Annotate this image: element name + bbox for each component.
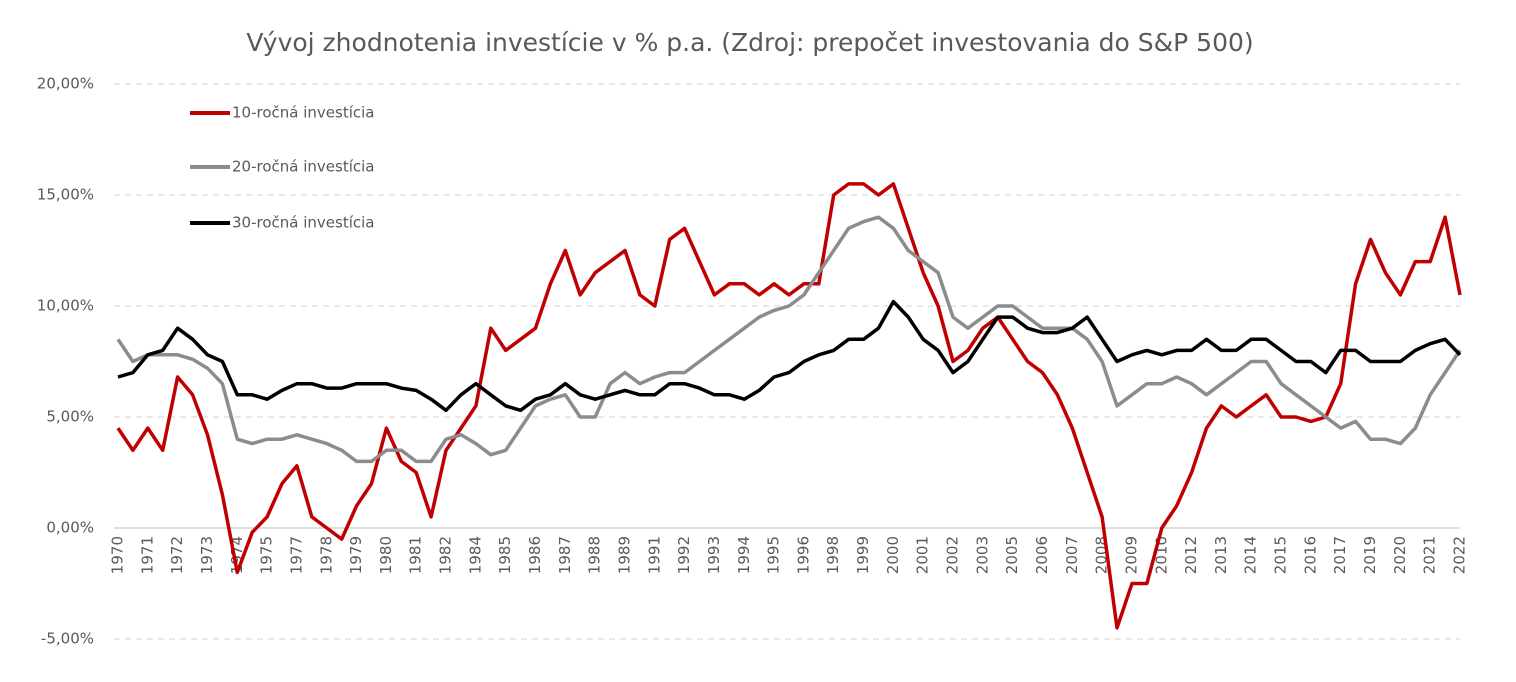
x-tick-label: 2020 — [1391, 536, 1409, 574]
x-tick-label: 1982 — [437, 536, 455, 574]
x-tick-label: 2003 — [973, 536, 991, 574]
series-line — [117, 299, 1462, 413]
series-line — [116, 182, 1462, 630]
x-tick-label: 1986 — [526, 536, 544, 574]
x-tick-label: 2005 — [1003, 536, 1021, 574]
x-tick-label: 1984 — [466, 536, 484, 574]
x-tick-label: 1998 — [824, 536, 842, 574]
x-tick-label: 1996 — [794, 536, 812, 574]
x-tick-label: 2022 — [1451, 536, 1469, 574]
x-tick-label: 2014 — [1242, 536, 1260, 574]
x-tick-label: 2006 — [1033, 536, 1051, 574]
x-tick-label: 2019 — [1361, 536, 1379, 574]
x-tick-label: 1978 — [317, 536, 335, 574]
x-tick-label: 1995 — [765, 536, 783, 574]
x-tick-label: 1985 — [496, 536, 514, 574]
x-tick-label: 1973 — [198, 536, 216, 574]
x-tick-label: 1991 — [645, 536, 663, 574]
x-tick-label: 2021 — [1421, 536, 1439, 574]
x-tick-label: 1992 — [675, 536, 693, 574]
x-tick-label: 2015 — [1272, 536, 1290, 574]
x-tick-label: 1977 — [287, 536, 305, 574]
y-tick-label: 5,00% — [46, 408, 94, 426]
x-tick-label: 1981 — [407, 536, 425, 574]
chart-title: Vývoj zhodnotenia investície v % p.a. (Z… — [246, 28, 1253, 57]
x-tick-label: 1980 — [377, 536, 395, 574]
x-tick-label: 1971 — [138, 536, 156, 574]
legend-label: 20-ročná investícia — [232, 158, 374, 176]
x-tick-label: 2017 — [1331, 536, 1349, 574]
x-tick-label: 1979 — [347, 536, 365, 574]
legend-label: 10-ročná investícia — [232, 104, 374, 122]
x-tick-label: 2013 — [1212, 536, 1230, 574]
x-tick-label: 1972 — [168, 536, 186, 574]
x-tick-label: 2001 — [914, 536, 932, 574]
x-tick-label: 2002 — [944, 536, 962, 574]
legend-label: 30-ročná investícia — [232, 214, 374, 232]
x-tick-label: 2016 — [1301, 536, 1319, 574]
x-tick-label: 2012 — [1182, 536, 1200, 574]
series-line — [116, 215, 1462, 464]
x-tick-label: 1988 — [586, 536, 604, 574]
y-tick-label: 15,00% — [37, 186, 94, 204]
y-tick-label: -5,00% — [41, 630, 94, 648]
y-tick-label: 10,00% — [37, 297, 94, 315]
x-tick-label: 1989 — [615, 536, 633, 574]
x-tick-label: 1987 — [556, 536, 574, 574]
y-tick-label: 20,00% — [37, 75, 94, 93]
x-tick-label: 1994 — [735, 536, 753, 574]
x-tick-label: 1993 — [705, 536, 723, 574]
x-tick-label: 1999 — [854, 536, 872, 574]
x-tick-label: 1975 — [258, 536, 276, 574]
x-tick-label: 2000 — [884, 536, 902, 574]
y-tick-label: 0,00% — [46, 519, 94, 537]
x-tick-label: 1970 — [109, 536, 127, 574]
x-tick-label: 2009 — [1122, 536, 1140, 574]
x-tick-label: 2007 — [1063, 536, 1081, 574]
